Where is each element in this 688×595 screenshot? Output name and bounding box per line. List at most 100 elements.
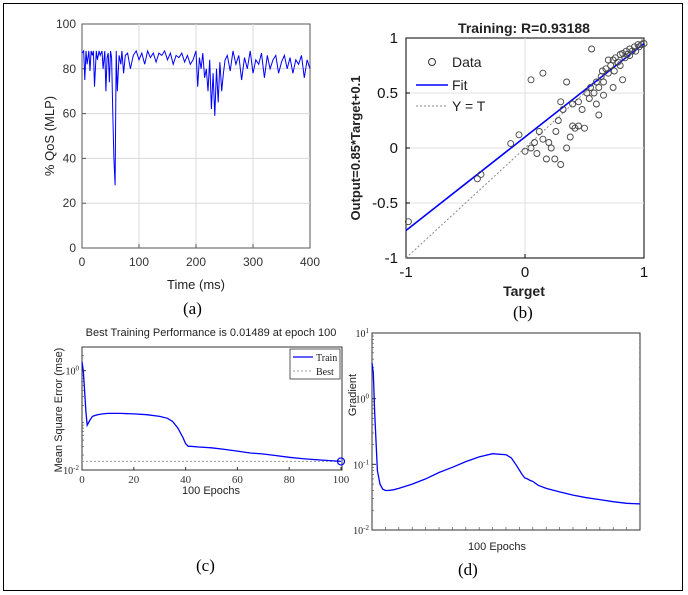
plot-a-xtick-label: 400	[300, 255, 320, 269]
plot-d-ylabel: Gradient	[347, 374, 359, 416]
plot-b-data-point	[581, 124, 588, 132]
caption-d: (d)	[458, 560, 478, 579]
plot-b-data-point	[527, 144, 535, 152]
plot-c-xtick-label: 100	[333, 474, 350, 486]
plot-b-fit-line	[405, 42, 645, 232]
plot-a-ytick-label: 40	[63, 151, 77, 165]
panel-a: 0 20 40 60 80 100 0 100 200 300 400 Time (ms) % Qo…	[42, 17, 320, 292]
panel-c: 0 20 40 60 80 100 100 10-2 Best Training Perfor…	[53, 327, 350, 497]
plot-d-frame	[371, 332, 641, 531]
plot-b-ytick-label: 0.5	[377, 85, 398, 102]
plot-b-data-point	[635, 43, 643, 51]
plot-b-data-point	[542, 155, 550, 163]
panel-d: 101 100 10-1 10-2 100 Epochs Gradient	[347, 327, 641, 553]
plot-b-data-point	[575, 98, 582, 106]
caption-b: (b)	[513, 303, 533, 322]
plot-b-xtick-label: -1	[399, 264, 412, 281]
plot-b-data-point	[569, 100, 577, 108]
plot-b-data-point	[587, 84, 594, 91]
plot-a-ylabel: % QoS (MLP)	[42, 96, 57, 176]
legend-train-label: Train	[316, 353, 337, 364]
plot-b-data-point	[631, 43, 638, 51]
plot-c-xtick-label: 60	[232, 474, 244, 486]
plot-c-ytick-label: 100	[66, 365, 80, 378]
plot-c-xtick-label: 20	[128, 474, 140, 486]
plot-d-ytick-label: 10-2	[353, 524, 369, 537]
plot-b-data-point	[527, 76, 535, 84]
plot-b-data-point	[521, 147, 529, 155]
plot-b-data-point	[607, 62, 615, 69]
plot-b-data-point	[600, 78, 607, 86]
plot-b-ytick-label: 0	[390, 140, 398, 157]
plot-c-xtick-label: 40	[180, 474, 192, 486]
figure-frame	[3, 3, 683, 591]
plot-b-data-point	[535, 128, 543, 135]
plot-b-data-point	[545, 139, 553, 146]
plot-a-ytick-label: 60	[63, 107, 77, 121]
plot-b-data-point	[595, 84, 603, 91]
plot-b-data-point	[585, 95, 593, 102]
plot-b-data-point	[531, 139, 538, 146]
plot-b-data-point	[557, 98, 565, 106]
plot-a-xtick-label: 200	[186, 255, 206, 269]
plot-a-xlabel: Time (ms)	[167, 277, 225, 292]
plot-b-data-point	[610, 67, 618, 75]
plot-a-xtick-label: 300	[243, 255, 263, 269]
plot-b-data-point	[533, 150, 541, 157]
plot-b-data-point	[539, 135, 547, 143]
plot-b-xtick-label: 1	[640, 264, 648, 281]
plot-a-line	[81, 49, 311, 186]
plot-c-xlabel: 100 Epochs	[182, 485, 241, 497]
plot-c-legend-box	[289, 348, 341, 380]
plot-b-data-point	[588, 45, 596, 53]
plot-b-data-point	[566, 133, 574, 141]
plot-b-data-point	[609, 84, 617, 91]
plot-b-data-point	[595, 111, 603, 119]
plot-c-title: Best Training Performance is 0.01489 at …	[86, 327, 337, 339]
plot-c-ylabel: Mean Square Error (mse)	[53, 348, 65, 473]
plot-a-ytick-label: 100	[56, 17, 76, 31]
plot-b-data-point	[557, 161, 565, 168]
plot-a-ytick-label: 80	[63, 62, 77, 76]
plot-b-data-point	[563, 144, 571, 152]
plot-a-ytick-label: 0	[69, 241, 76, 255]
plot-b-data-point	[551, 155, 559, 163]
plot-b-title: Training: R=0.93188	[458, 20, 590, 36]
plot-b-data-point	[473, 175, 481, 183]
caption-a: (a)	[183, 299, 202, 318]
plot-b-data-point	[563, 78, 571, 86]
plot-b-xlabel: Target	[503, 283, 545, 299]
plot-d-ytick-label: 101	[356, 327, 370, 340]
plot-c-ticks: 0 20 40 60 80 100 100 10-2	[63, 355, 350, 486]
plot-b-data-point	[404, 218, 412, 226]
plot-c-train-line	[81, 361, 342, 463]
plot-b-data-point	[640, 40, 648, 47]
plot-a-xtick-label: 0	[79, 255, 86, 269]
plot-b-legend: Data Fit Y = T	[416, 54, 486, 114]
plot-b-data-point	[559, 106, 567, 113]
plot-b-data-point	[477, 170, 485, 178]
plot-d-xlabel: 100 Epochs	[468, 541, 527, 553]
panel-b: -1 -0.5 0 0.5 1 -1 0 1 Training: R=0.93188 Targ…	[348, 20, 648, 299]
plot-b-data-point	[598, 67, 606, 75]
plot-d-gradient-line	[371, 362, 641, 505]
plot-c-xtick-label: 0	[79, 474, 85, 486]
plot-b-data-point	[583, 89, 591, 97]
plot-b-data-point	[515, 131, 523, 139]
plot-d-ticks: 101 100 10-1 10-2	[353, 327, 640, 537]
plot-b-ylabel: Output=0.85*Target+0.1	[348, 76, 363, 221]
plot-b-data-point	[539, 69, 547, 77]
legend-best-label: Best	[316, 367, 334, 378]
plot-b-data-point	[619, 76, 627, 84]
legend-fit-label: Fit	[452, 77, 468, 93]
plot-b-data-point	[571, 124, 579, 132]
plot-b-data-point	[554, 117, 562, 124]
caption-c: (c)	[196, 556, 215, 575]
legend-identity-label: Y = T	[452, 98, 486, 114]
plot-b-ytick-label: -1	[385, 250, 398, 267]
plot-c-legend: Train Best	[289, 348, 341, 380]
plot-b-points	[404, 40, 648, 226]
plot-b-xtick-label: 0	[521, 264, 529, 281]
plot-b-ticks: -1 -0.5 0 0.5 1 -1 0 1	[372, 30, 648, 281]
